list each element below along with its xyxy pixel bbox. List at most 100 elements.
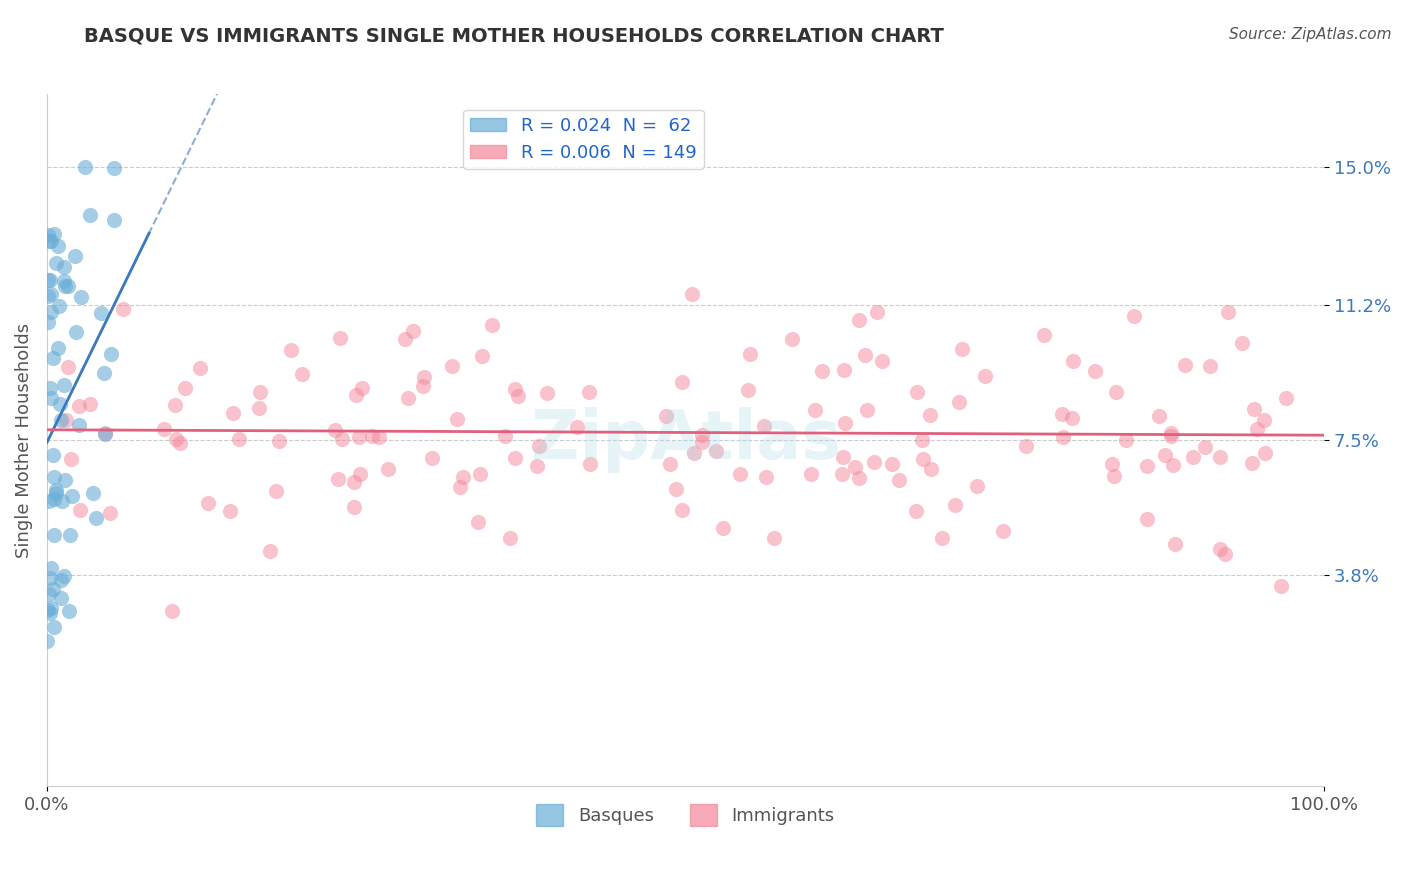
- Point: [394, 332, 416, 346]
- Point: [49, 591, 72, 605]
- Point: [55, 413, 77, 427]
- Point: [228, 432, 250, 446]
- Point: [505, 451, 527, 466]
- Point: [37, 227, 59, 242]
- Point: [527, 439, 550, 453]
- Point: [45, 256, 67, 270]
- Point: [45, 486, 67, 500]
- Point: [39, 286, 62, 301]
- Point: [280, 343, 302, 357]
- Point: [1243, 402, 1265, 417]
- Point: [349, 467, 371, 482]
- Point: [37, 634, 59, 648]
- Point: [481, 318, 503, 332]
- Point: [831, 467, 853, 481]
- Point: [467, 515, 489, 529]
- Point: [536, 386, 558, 401]
- Point: [671, 375, 693, 389]
- Point: [1161, 458, 1184, 473]
- Point: [1136, 458, 1159, 473]
- Point: [1164, 537, 1187, 551]
- Point: [866, 304, 889, 318]
- Point: [446, 412, 468, 426]
- Point: [163, 398, 186, 412]
- Point: [342, 500, 364, 514]
- Point: [37, 289, 59, 303]
- Point: [755, 470, 778, 484]
- Point: [42, 491, 65, 506]
- Point: [45, 483, 67, 498]
- Point: [42, 620, 65, 634]
- Point: [578, 385, 600, 400]
- Point: [264, 484, 287, 499]
- Point: [441, 359, 464, 373]
- Point: [948, 395, 970, 409]
- Point: [49, 413, 72, 427]
- Point: [51, 493, 73, 508]
- Point: [1136, 512, 1159, 526]
- Point: [58, 360, 80, 375]
- Point: [103, 212, 125, 227]
- Point: [39, 600, 62, 615]
- Point: [48, 299, 70, 313]
- Point: [449, 480, 471, 494]
- Point: [53, 260, 76, 275]
- Point: [918, 408, 941, 422]
- Point: [401, 324, 423, 338]
- Point: [882, 458, 904, 472]
- Point: [67, 417, 90, 432]
- Point: [471, 349, 494, 363]
- Point: [349, 430, 371, 444]
- Point: [912, 451, 935, 466]
- Point: [219, 504, 242, 518]
- Point: [943, 499, 966, 513]
- Point: [37, 315, 59, 329]
- Point: [503, 382, 526, 396]
- Point: [79, 396, 101, 410]
- Point: [58, 604, 80, 618]
- Point: [752, 418, 775, 433]
- Point: [90, 306, 112, 320]
- Point: [396, 391, 419, 405]
- Point: [42, 470, 65, 484]
- Point: [169, 435, 191, 450]
- Point: [950, 342, 973, 356]
- Point: [44, 227, 66, 242]
- Point: [41, 305, 63, 319]
- Point: [360, 428, 382, 442]
- Point: [1241, 456, 1264, 470]
- Text: ZipAtlas: ZipAtlas: [530, 407, 841, 473]
- Point: [39, 571, 62, 585]
- Point: [1052, 430, 1074, 444]
- Point: [84, 511, 107, 525]
- Point: [1115, 433, 1137, 447]
- Point: [39, 273, 62, 287]
- Point: [887, 473, 910, 487]
- Point: [65, 325, 87, 339]
- Point: [38, 587, 60, 601]
- Point: [42, 528, 65, 542]
- Text: Source: ZipAtlas.com: Source: ZipAtlas.com: [1229, 27, 1392, 42]
- Point: [1062, 410, 1084, 425]
- Point: [499, 531, 522, 545]
- Point: [810, 363, 832, 377]
- Point: [1153, 448, 1175, 462]
- Point: [1198, 359, 1220, 373]
- Point: [412, 379, 434, 393]
- Point: [508, 389, 530, 403]
- Point: [1160, 426, 1182, 441]
- Point: [870, 353, 893, 368]
- Point: [1122, 309, 1144, 323]
- Point: [174, 381, 197, 395]
- Point: [247, 401, 270, 416]
- Point: [1182, 450, 1205, 464]
- Point: [931, 531, 953, 545]
- Point: [737, 384, 759, 398]
- Point: [655, 409, 678, 423]
- Point: [526, 459, 548, 474]
- Point: [53, 279, 76, 293]
- Point: [1062, 354, 1084, 368]
- Point: [763, 531, 786, 545]
- Point: [853, 348, 876, 362]
- Point: [848, 312, 870, 326]
